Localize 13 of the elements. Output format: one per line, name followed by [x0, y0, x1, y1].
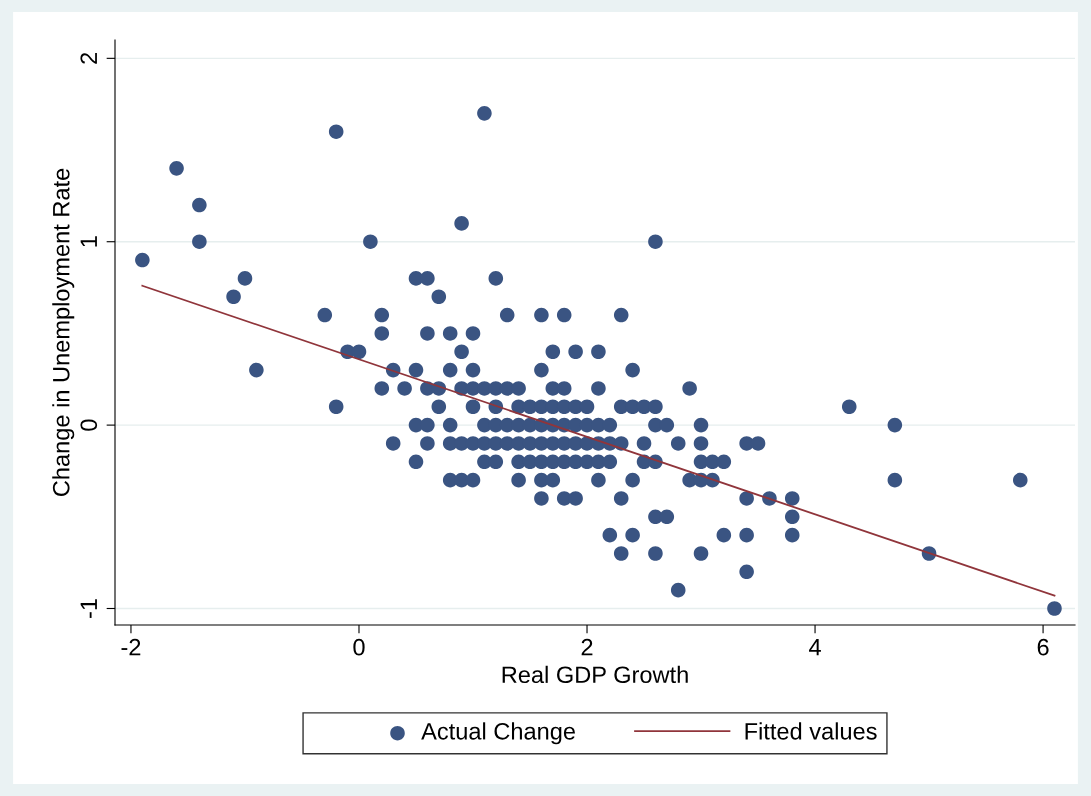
x-tick-label: 4	[809, 639, 821, 656]
legend-label: Actual Change	[421, 722, 575, 745]
x-tick-label: 6	[1037, 638, 1049, 656]
legend-label: Fitted values	[745, 722, 877, 740]
y-axis-title: Change in Unemployment Rate	[52, 168, 75, 496]
y-tick-label: 2	[80, 52, 97, 64]
x-tick-label: 2	[581, 638, 593, 656]
x-tick-label: -2	[121, 638, 141, 656]
x-tick-label: 0	[353, 638, 365, 656]
x-axis-title: Real GDP Growth	[502, 665, 688, 684]
y-tick-label: -1	[80, 599, 97, 618]
y-tick-label: 0	[80, 419, 98, 431]
y-tick-label: 1	[80, 236, 97, 247]
